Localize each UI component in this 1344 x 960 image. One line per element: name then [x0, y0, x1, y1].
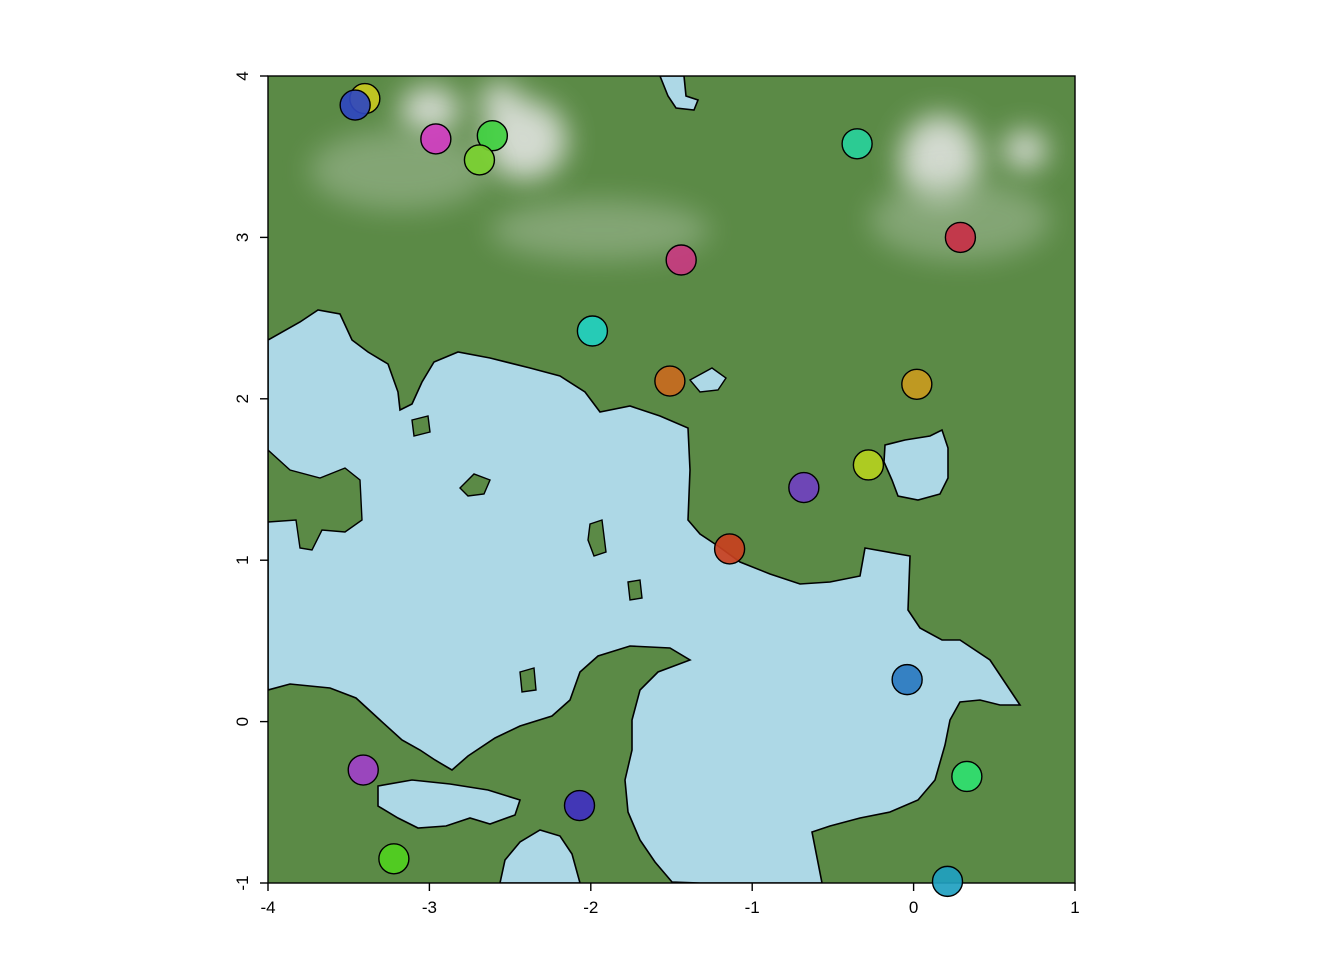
y-tick-label: 2	[233, 394, 252, 403]
x-tick-label: -3	[422, 898, 437, 917]
x-tick-label: 0	[909, 898, 918, 917]
x-tick-label: -1	[745, 898, 760, 917]
island-center	[459, 473, 491, 497]
y-tick-label: 3	[233, 233, 252, 242]
data-point	[339, 89, 371, 121]
x-tick-label: -2	[583, 898, 598, 917]
data-point	[931, 865, 964, 898]
data-point	[891, 663, 923, 696]
main-lake	[268, 309, 1022, 883]
y-tick-label: 1	[233, 555, 252, 564]
data-point	[852, 449, 885, 481]
data-point	[841, 128, 873, 160]
data-point	[944, 221, 977, 254]
data-point	[463, 144, 496, 176]
data-point	[576, 315, 609, 347]
data-point	[347, 754, 379, 786]
data-point	[654, 365, 686, 397]
data-point	[713, 533, 746, 565]
y-tick-label: 4	[233, 71, 252, 80]
data-point	[901, 368, 933, 400]
island-north	[411, 415, 431, 437]
island-small	[587, 519, 607, 557]
points-layer	[339, 82, 983, 898]
peaks	[400, 82, 1047, 205]
axes: -4 -3 -2 -1 0 1 -1 0 1 2 3 4	[233, 71, 1080, 917]
peaks-haze	[310, 130, 1050, 260]
data-point	[563, 789, 596, 822]
data-point	[476, 120, 509, 152]
data-point	[951, 760, 983, 793]
data-point	[378, 843, 410, 875]
north-notch	[659, 76, 700, 111]
data-point	[420, 123, 452, 155]
east-lake	[883, 428, 949, 501]
data-point	[665, 244, 697, 276]
x-tick-label: 1	[1070, 898, 1079, 917]
island-west	[268, 449, 363, 551]
y-tick-label: 0	[233, 717, 252, 726]
south-inlet	[499, 829, 581, 883]
small-pond	[688, 367, 727, 393]
x-tick-label: -4	[260, 898, 275, 917]
y-tick-label: -1	[233, 875, 252, 890]
data-point	[788, 471, 820, 504]
island-tiny	[627, 579, 643, 601]
plot-frame	[267, 75, 1076, 884]
southwest-inlet	[377, 779, 522, 829]
island-south	[519, 667, 537, 693]
